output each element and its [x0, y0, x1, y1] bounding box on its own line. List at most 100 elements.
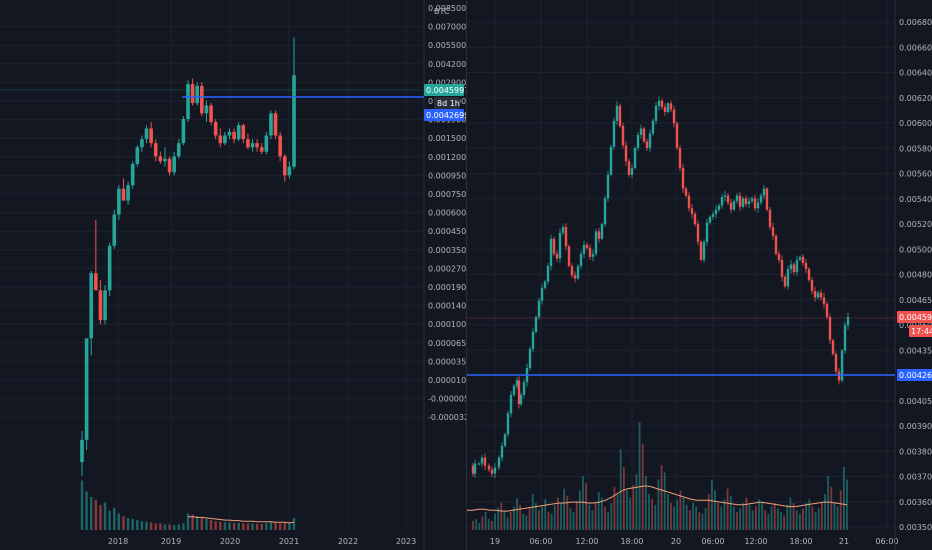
volume-bar [670, 503, 672, 530]
volume-bar [108, 510, 111, 530]
candle-body [780, 259, 784, 277]
volume-bar [811, 506, 814, 530]
volume-bar [824, 494, 826, 530]
candle-body [549, 238, 553, 267]
candle-body [255, 143, 259, 148]
volume-bar [209, 520, 213, 530]
volume-bar [292, 517, 296, 530]
candle-body [693, 214, 697, 225]
volume-bar [638, 422, 641, 530]
candle-body [771, 227, 775, 236]
volume-bar [710, 479, 713, 530]
volume-bar [260, 523, 263, 530]
candle-body [588, 247, 592, 257]
candle-body [738, 195, 742, 207]
volume-bar [126, 517, 130, 530]
candle-body [645, 141, 649, 149]
chart-panel-right[interactable]: 0.0068000 0.0066000 0.0064000 0.0062000 0.00… [466, 0, 932, 550]
volume-bar [172, 525, 176, 530]
volume-bar [597, 492, 600, 530]
volume-bar [839, 490, 842, 530]
y-tick-label: 0.0064000 [899, 69, 932, 78]
candle-body [837, 371, 841, 381]
volume-bar [720, 506, 723, 530]
volume-ma-line [188, 516, 295, 524]
volume-bar [754, 506, 757, 530]
last-price-text: 0.0045967 [899, 313, 932, 322]
volume-bar [764, 510, 767, 530]
volume-bar [648, 494, 650, 530]
candle-body [663, 107, 667, 113]
volume-bar [575, 501, 578, 530]
candle-body [582, 244, 586, 254]
candle-body [522, 382, 526, 395]
volume-bar [789, 497, 792, 530]
candle-body [259, 147, 264, 152]
x-tick-label: 12:00 [744, 537, 767, 546]
volume-bar [629, 497, 632, 530]
candle-body [112, 214, 117, 246]
candle-body [126, 185, 130, 201]
volume-bar [80, 480, 84, 530]
volume-bar [191, 514, 194, 530]
volume-bar [550, 513, 553, 530]
candle-body [825, 303, 829, 317]
candle-body [471, 465, 475, 474]
volume-bar [205, 519, 208, 530]
candle-body [149, 128, 153, 144]
volume-bar [149, 522, 153, 530]
y-tick-label: 0.0068000 [899, 18, 932, 27]
volume-bar [503, 510, 506, 530]
line-price-text: 0.0042699 [426, 111, 466, 120]
candle-body [176, 143, 181, 157]
candle-body [227, 131, 232, 136]
volume-bar [117, 513, 121, 530]
candle-body [89, 273, 94, 339]
candle-body [269, 113, 273, 136]
candle-body [241, 125, 246, 140]
candle-body [546, 266, 550, 282]
candle-body [654, 105, 658, 121]
candle-body [209, 105, 213, 123]
volume-bar [528, 508, 531, 530]
candle-body [195, 85, 200, 104]
volume-bar [701, 513, 704, 530]
right-chart-canvas[interactable]: 0.0068000 0.0066000 0.0064000 0.0062000 0.00… [467, 0, 932, 550]
volume-bar [773, 503, 776, 530]
volume-bar [534, 503, 537, 530]
volume-bar [707, 494, 710, 530]
volume-bar [90, 497, 93, 530]
volume-bar [783, 515, 786, 530]
volume-bar [836, 506, 839, 530]
volume-bar [770, 506, 773, 530]
y-tick-label: 0.0039000 [899, 422, 932, 431]
volume-bar [525, 515, 528, 530]
volume-bar [745, 497, 748, 530]
candle-body [642, 128, 646, 142]
volume-bar [736, 512, 738, 530]
x-tick-label: 20 [671, 537, 681, 546]
volume-bar [607, 512, 610, 530]
candle-body [687, 195, 691, 209]
volume-bar [516, 498, 518, 530]
volume-ma-line [467, 485, 848, 512]
volume-bar [538, 510, 540, 530]
candle-body [690, 208, 694, 215]
volume-bar [613, 486, 616, 530]
volume-bar [663, 472, 666, 530]
candle-body [810, 280, 814, 292]
volume-bar [726, 488, 729, 530]
candle-body [282, 156, 287, 176]
volume-bar [566, 495, 569, 530]
volume-bar [556, 497, 559, 530]
candle-body [534, 316, 538, 332]
y-tick-label: 0.0000100 [428, 376, 466, 385]
volume-bar [553, 504, 556, 530]
volume-bar [145, 521, 148, 530]
